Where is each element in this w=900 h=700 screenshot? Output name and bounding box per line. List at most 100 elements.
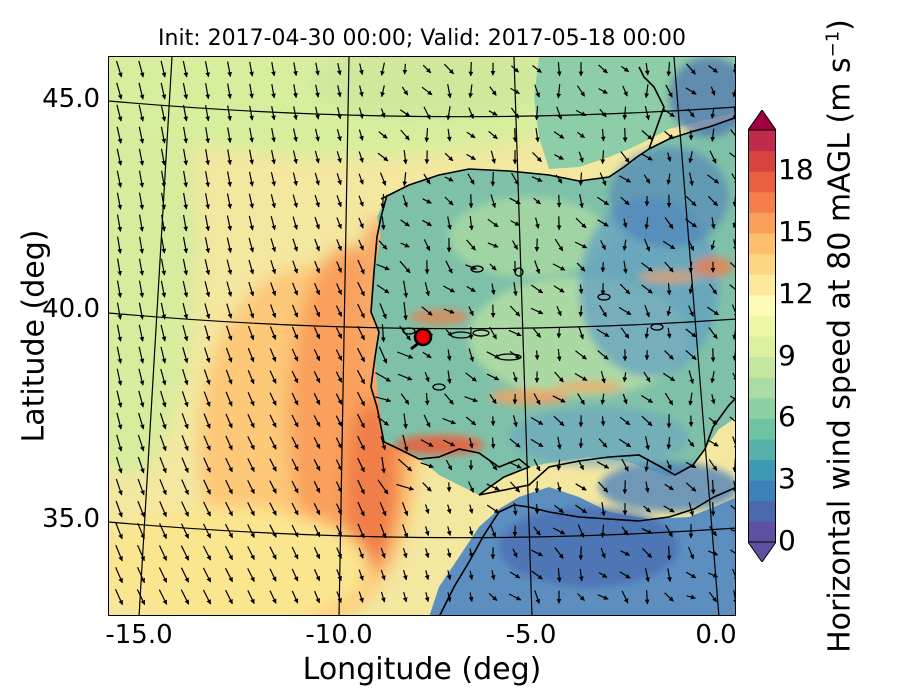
wind-arrow xyxy=(402,172,408,187)
x-axis-label: Longitude (deg) xyxy=(302,652,542,687)
wind-arrow xyxy=(249,83,254,99)
wind-arrow xyxy=(729,261,735,272)
wind-arrow xyxy=(397,373,413,381)
wind-arrow xyxy=(577,593,585,601)
wind-arrow xyxy=(139,236,145,254)
wind-arrow xyxy=(666,437,672,450)
wind-arrow xyxy=(400,393,410,405)
wind-arrow xyxy=(666,327,672,339)
colorbar-bands xyxy=(748,130,776,543)
wind-arrow xyxy=(423,414,431,428)
wind-arrow xyxy=(335,371,343,383)
wind-arrow xyxy=(424,282,430,297)
wind-arrow xyxy=(424,127,430,143)
wind-arrow xyxy=(600,502,606,517)
wind-arrow xyxy=(553,285,565,293)
wind-arrow xyxy=(510,87,520,95)
wind-arrow xyxy=(486,373,500,381)
wind-arrow xyxy=(402,591,408,603)
wind-arrow xyxy=(248,171,254,187)
wind-arrow xyxy=(116,104,123,122)
reservoir-outline xyxy=(472,329,490,337)
wind-arrow xyxy=(225,435,233,451)
wind-arrow xyxy=(315,84,320,98)
wind-arrow xyxy=(710,371,716,384)
wind-arrow xyxy=(138,82,145,100)
wind-arrow xyxy=(532,151,542,163)
wind-arrow xyxy=(160,148,167,166)
wind-arrow xyxy=(380,108,386,118)
wind-arrow xyxy=(688,305,694,317)
wind-arrow xyxy=(534,106,540,121)
wind-arrow xyxy=(270,260,277,275)
wind-arrow xyxy=(160,258,167,276)
wind-arrow xyxy=(358,195,364,207)
wind-arrow xyxy=(159,523,167,540)
wind-arrow xyxy=(575,350,587,360)
wind-arrow xyxy=(468,504,474,514)
wind-arrow xyxy=(708,550,719,556)
wind-arrow xyxy=(732,195,735,207)
wind-arrow xyxy=(377,479,389,495)
wind-arrow xyxy=(488,459,498,471)
wind-arrow xyxy=(554,371,564,383)
wind-arrow xyxy=(269,568,277,582)
wind-arrow xyxy=(512,282,518,297)
wind-arrow xyxy=(403,302,408,321)
wind-arrow xyxy=(643,505,651,513)
reservoir-outline xyxy=(432,383,446,391)
wind-arrow xyxy=(269,414,277,428)
wind-arrow xyxy=(423,239,431,252)
wind-arrow xyxy=(575,217,587,229)
wind-arrow xyxy=(530,307,544,315)
wind-arrow xyxy=(666,460,672,470)
wind-arrow xyxy=(641,153,653,161)
wind-arrow xyxy=(357,501,365,517)
colorbar-band xyxy=(748,315,776,337)
wind-arrow xyxy=(620,196,630,206)
wind-arrow xyxy=(552,527,566,535)
wind-arrow xyxy=(486,504,500,514)
meridian-minus5 xyxy=(513,57,533,615)
wind-arrow xyxy=(422,351,432,359)
wind-arrow xyxy=(534,128,540,143)
wind-arrow xyxy=(575,504,587,514)
wind-arrow xyxy=(490,283,496,295)
wind-arrow xyxy=(689,172,694,186)
wind-arrow xyxy=(138,302,145,320)
wind-arrow xyxy=(487,218,499,228)
wind-arrow xyxy=(556,328,562,339)
wind-arrow xyxy=(205,171,210,188)
wind-arrow xyxy=(445,329,453,337)
wind-arrow xyxy=(183,192,189,210)
wind-arrow xyxy=(598,438,608,448)
wind-arrow xyxy=(380,193,386,209)
wind-arrow xyxy=(116,368,123,386)
wind-arrow xyxy=(357,479,365,495)
wind-arrow xyxy=(641,130,653,140)
wind-arrow xyxy=(468,61,474,77)
wind-arrow xyxy=(247,436,255,451)
colorbar-tick-label: 12 xyxy=(778,276,814,310)
wind-arrow xyxy=(203,413,211,429)
wind-arrow xyxy=(205,149,210,166)
wind-arrow xyxy=(732,64,735,75)
wind-arrow xyxy=(464,396,478,403)
wind-arrow xyxy=(490,437,496,449)
wind-arrow xyxy=(466,239,476,251)
wind-arrow xyxy=(378,346,388,364)
wind-arrow xyxy=(227,105,232,121)
wind-arrow xyxy=(710,217,716,230)
wind-arrow xyxy=(732,458,735,473)
wind-arrow xyxy=(685,195,697,207)
wind-arrow xyxy=(115,456,123,474)
wind-arrow xyxy=(597,481,609,493)
colorbar-under-arrow xyxy=(748,541,776,562)
wind-arrow xyxy=(224,523,234,539)
wind-arrow xyxy=(424,392,430,406)
wind-arrow xyxy=(314,590,320,604)
colorbar-band xyxy=(748,439,776,461)
wind-arrow xyxy=(116,302,123,320)
wind-arrow xyxy=(137,456,145,474)
wind-arrow xyxy=(509,305,521,317)
